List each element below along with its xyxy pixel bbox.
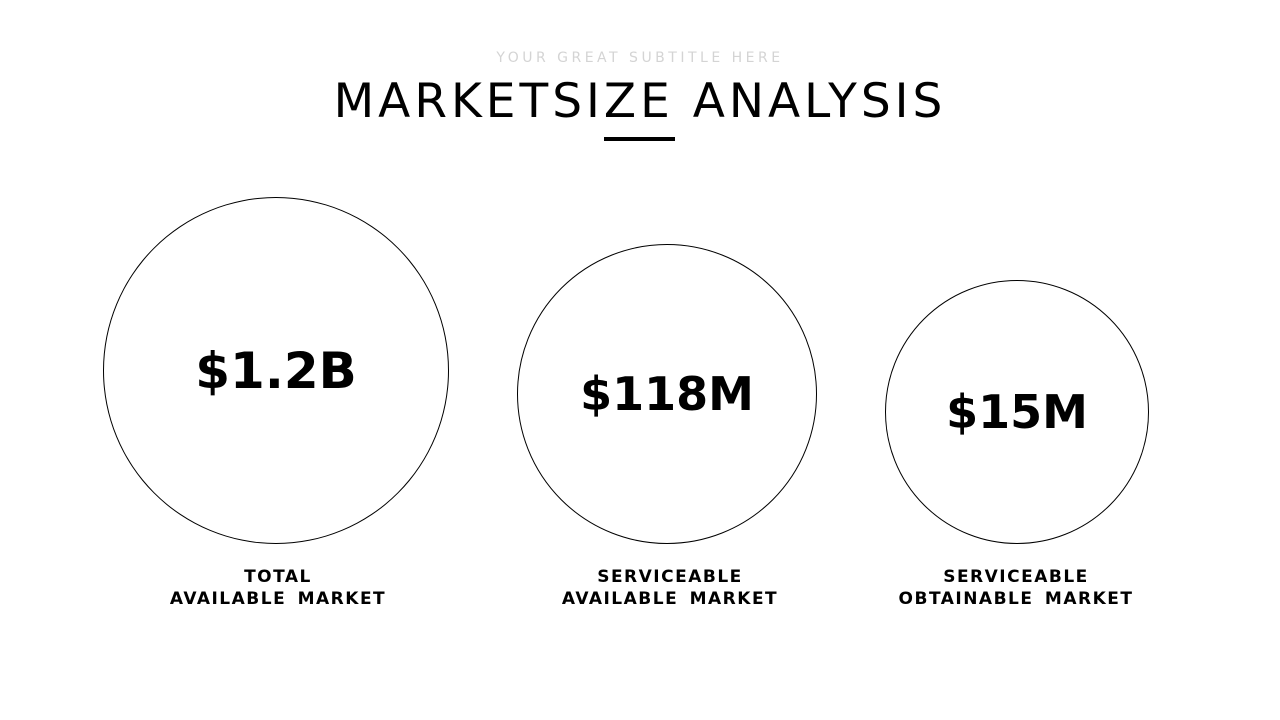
tam-label-line1: TOTAL	[244, 567, 312, 587]
sam-label-line2: AVAILABLE MARKET	[561, 589, 779, 609]
som-value: $15M	[946, 385, 1088, 439]
sam-value: $118M	[580, 367, 754, 421]
tam-label-line2: AVAILABLE MARKET	[169, 589, 387, 609]
sam-label: SERVICEABLE AVAILABLE MARKET	[510, 566, 830, 610]
tam-circle: $1.2B	[103, 197, 449, 544]
som-label-line2: OBTAINABLE MARKET	[898, 589, 1134, 609]
slide-title: MARKETSIZE ANALYSIS	[333, 74, 947, 129]
som-circle: $15M	[885, 280, 1149, 544]
som-label: SERVICEABLE OBTAINABLE MARKET	[856, 566, 1176, 610]
som-label-line1: SERVICEABLE	[943, 567, 1089, 587]
title-underline	[604, 137, 675, 141]
sam-label-line1: SERVICEABLE	[597, 567, 743, 587]
sam-circle: $118M	[517, 244, 817, 544]
tam-label: TOTAL AVAILABLE MARKET	[118, 566, 438, 610]
slide-subtitle: YOUR GREAT SUBTITLE HERE	[496, 50, 784, 66]
tam-value: $1.2B	[195, 341, 357, 400]
